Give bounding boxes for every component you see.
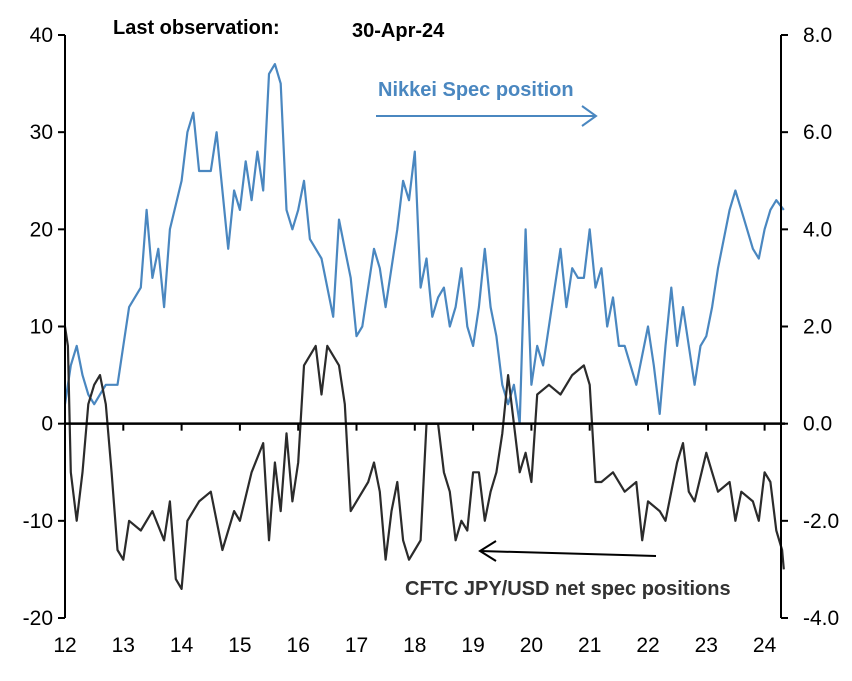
- x-tick-label: 16: [287, 634, 310, 657]
- x-tick-label: 12: [53, 634, 76, 657]
- left-tick-label: 20: [30, 218, 53, 241]
- cftc-line: [63, 326, 785, 591]
- left-tick-label: 0: [41, 413, 53, 436]
- x-tick-label: 15: [228, 634, 251, 657]
- x-tick-label: 20: [520, 634, 543, 657]
- nikkei-line: [63, 62, 785, 425]
- x-tick-label: 23: [695, 634, 718, 657]
- left-tick-label: -20: [23, 607, 53, 630]
- right-tick-label: 8.0: [803, 24, 832, 47]
- nikkei-series-label: Nikkei Spec position: [378, 79, 574, 101]
- x-tick-label: 17: [345, 634, 368, 657]
- x-tick-label: 14: [170, 634, 194, 657]
- right-arrow-icon: [376, 105, 598, 127]
- right-tick-label: 2.0: [803, 316, 832, 339]
- x-tick-label: 18: [403, 634, 426, 657]
- x-tick-label: 24: [753, 634, 777, 657]
- right-tick-label: 6.0: [803, 121, 832, 144]
- left-tick-label: 10: [30, 316, 53, 339]
- right-tick-label: -2.0: [803, 510, 839, 533]
- left-tick-label: 30: [30, 121, 53, 144]
- x-tick-label: 22: [636, 634, 659, 657]
- x-tick-label: 21: [578, 634, 601, 657]
- right-tick-label: 4.0: [803, 218, 832, 241]
- x-tick-label: 19: [461, 634, 484, 657]
- right-tick-label: -4.0: [803, 607, 839, 630]
- left-arrow-icon: [478, 540, 657, 562]
- last-observation-label: Last observation:: [113, 17, 280, 39]
- left-tick-label: 40: [30, 24, 53, 47]
- cftc-series-label: CFTC JPY/USD net spec positions: [405, 578, 731, 600]
- right-tick-label: 0.0: [803, 413, 832, 436]
- x-tick-label: 13: [112, 634, 135, 657]
- left-tick-label: -10: [23, 510, 53, 533]
- last-observation-date: 30-Apr-24: [352, 20, 445, 42]
